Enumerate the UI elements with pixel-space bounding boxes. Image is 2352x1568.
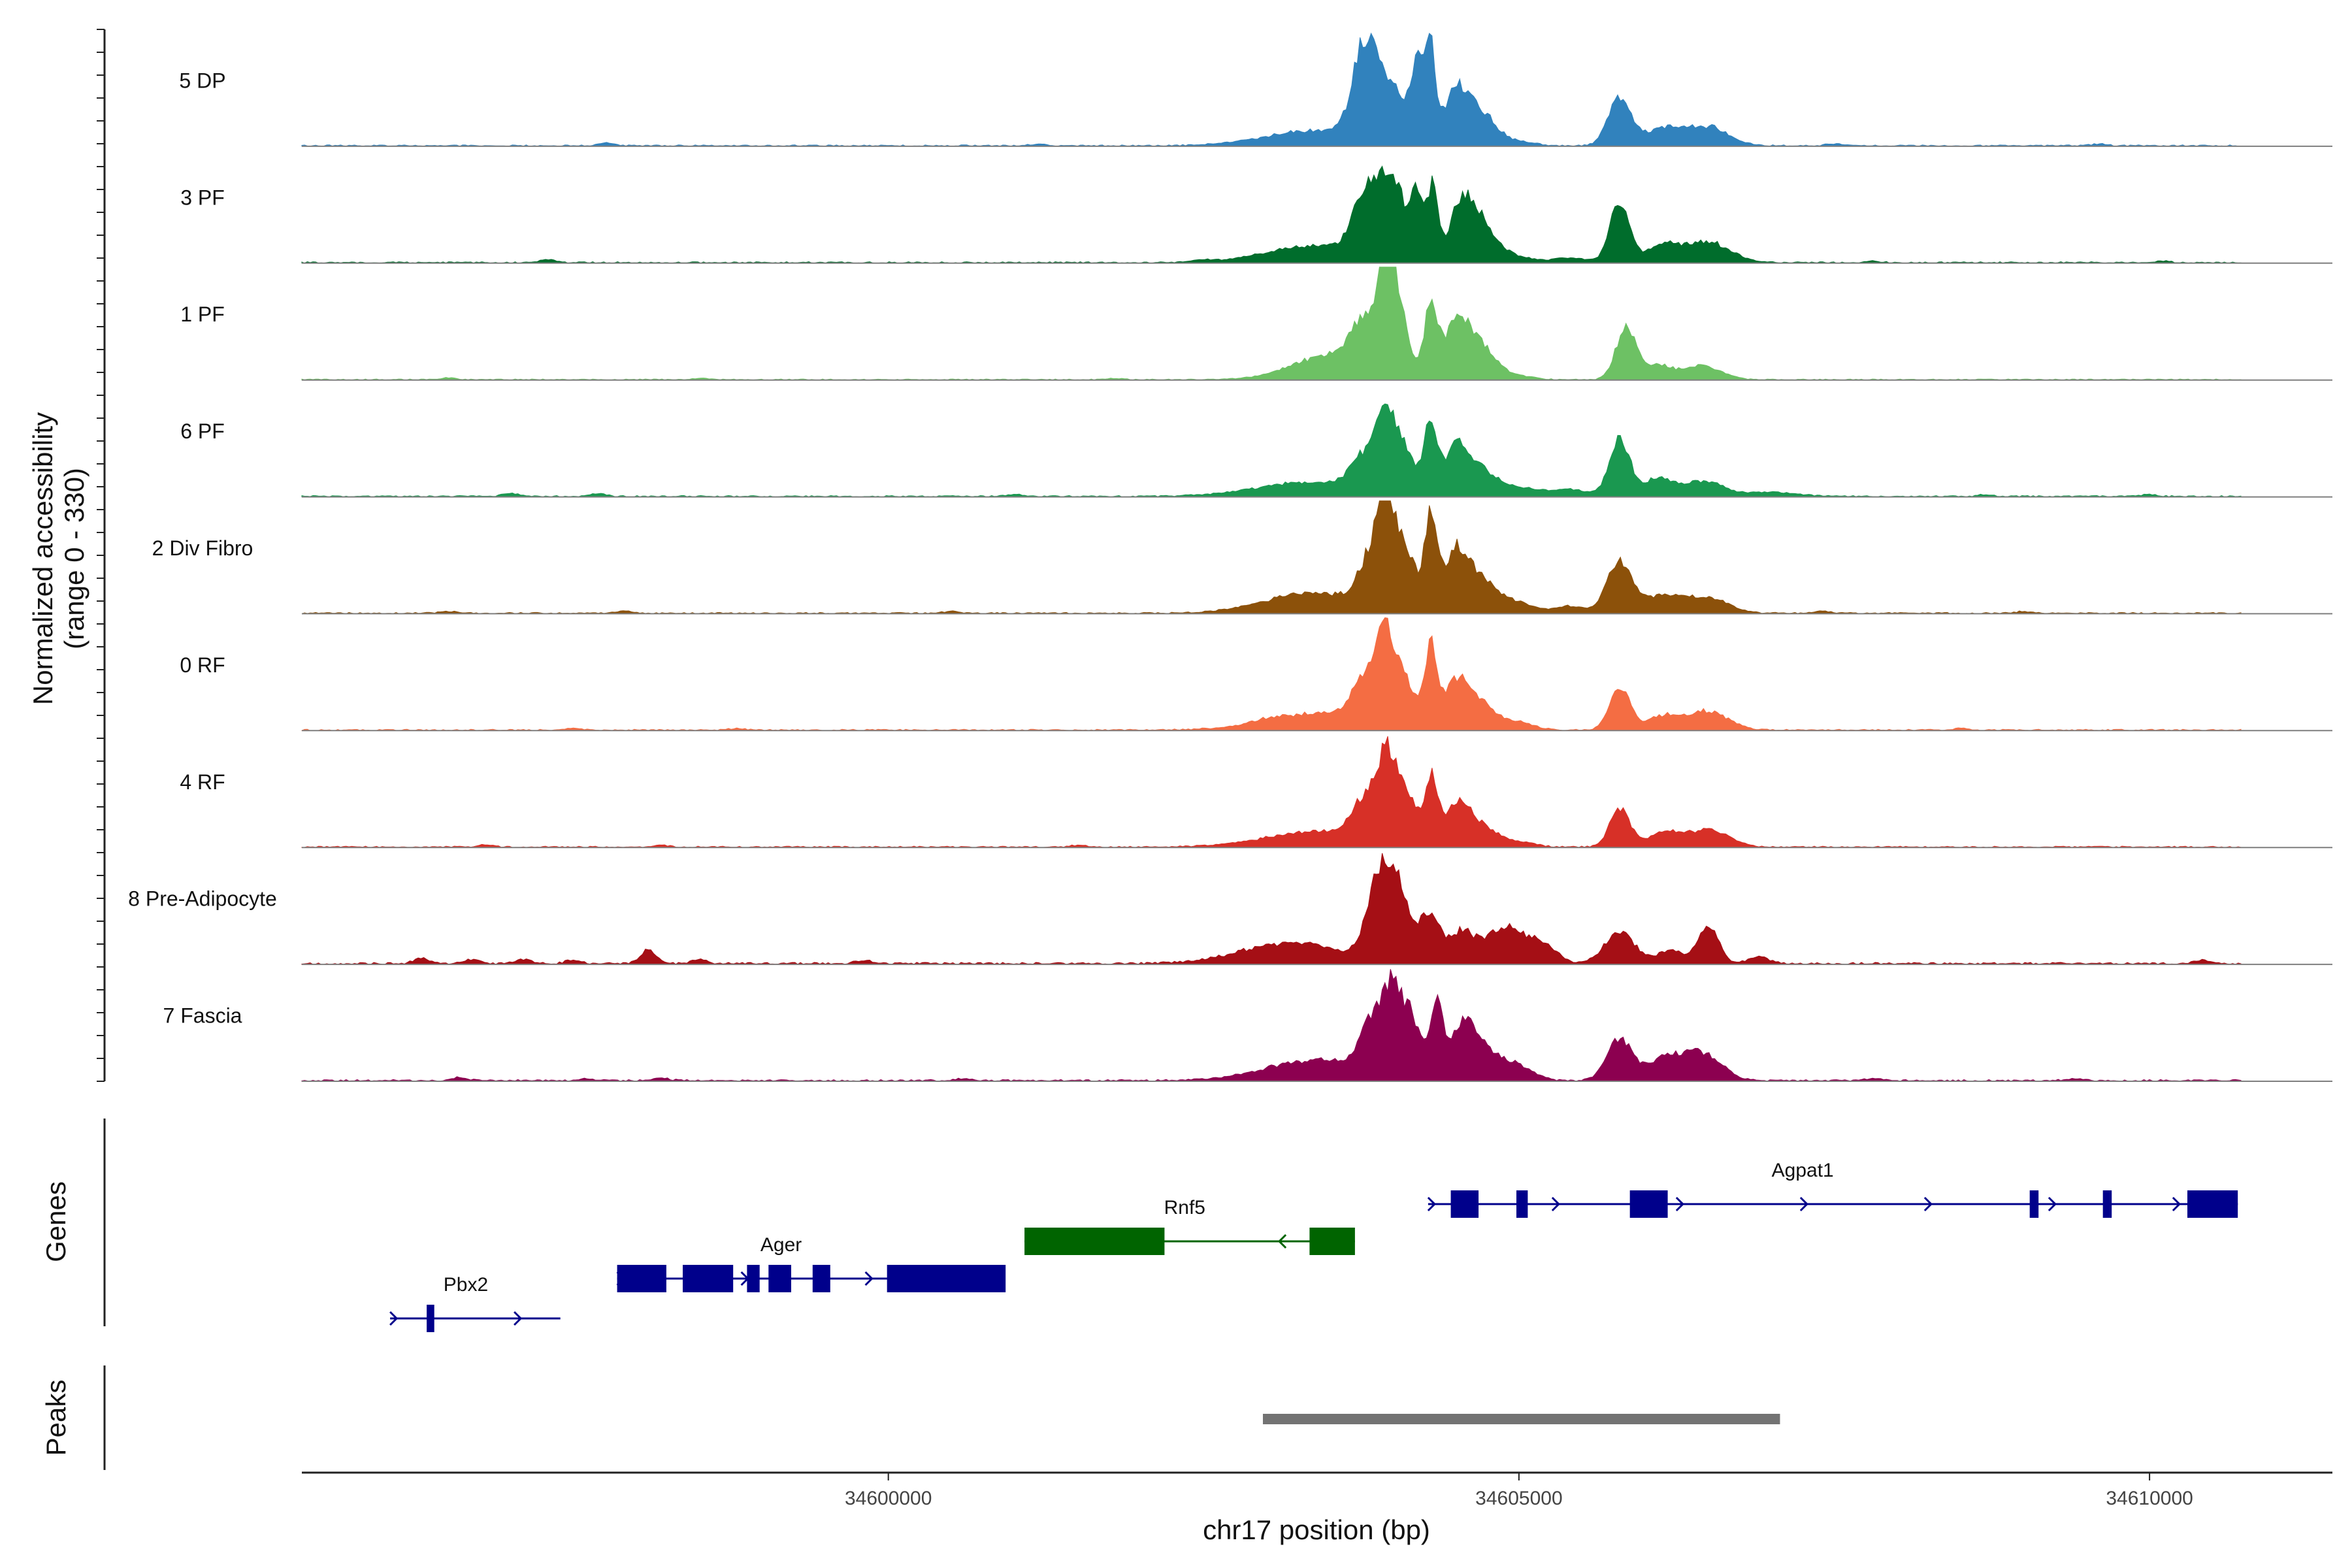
track-label: 1 PF — [180, 302, 225, 326]
strand-arrow — [2172, 1196, 2181, 1212]
gene-ager: Ager — [616, 1234, 1006, 1292]
coverage-track: 0 RF — [180, 617, 2332, 732]
coverage-area — [301, 165, 2242, 264]
coverage-track: 8 Pre-Adipocyte — [128, 853, 2332, 966]
exon-block — [1450, 1190, 1479, 1218]
exon-block — [768, 1265, 791, 1292]
exon-block — [887, 1265, 1006, 1292]
gene-label: Agpat1 — [1772, 1160, 1834, 1181]
x-axis-title: chr17 position (bp) — [1203, 1514, 1430, 1545]
gene-rnf5: Rnf5 — [1024, 1197, 1355, 1255]
y-axis-ticks — [97, 29, 105, 1082]
strand-arrow — [1675, 1196, 1685, 1212]
track-label: 3 PF — [180, 186, 225, 209]
x-tick-label: 34605000 — [1475, 1488, 1562, 1509]
exon-block — [2102, 1190, 2112, 1218]
track-label: 2 Div Fibro — [152, 536, 253, 560]
genes-panel-title: Genes — [41, 1181, 71, 1262]
strand-arrow — [1799, 1196, 1809, 1212]
x-axis-ticks: 34600000 34605000 34610000 — [845, 1473, 2193, 1509]
strand-arrow — [1551, 1196, 1561, 1212]
strand-arrow — [1427, 1196, 1437, 1212]
peak-region-bar — [1263, 1414, 1780, 1424]
coverage-area — [301, 736, 2242, 848]
track-label: 8 Pre-Adipocyte — [128, 887, 277, 911]
peaks-panel-title: Peaks — [41, 1380, 71, 1456]
peak-regions — [1263, 1414, 1780, 1424]
coverage-track: 3 PF — [180, 165, 2332, 264]
gene-annotations: Pbx2 Ager Rnf5 Agpat1 — [389, 1160, 2238, 1332]
gene-pbx2: Pbx2 — [389, 1274, 561, 1332]
track-label: 7 Fascia — [163, 1004, 242, 1028]
coverage-track: 6 PF — [180, 403, 2332, 498]
exon-block — [683, 1265, 734, 1292]
gene-agpat1: Agpat1 — [1427, 1160, 2238, 1218]
track-label: 4 RF — [180, 770, 225, 794]
exon-block — [617, 1265, 666, 1292]
coverage-area — [301, 267, 2242, 381]
x-tick-label: 34610000 — [2106, 1488, 2193, 1509]
x-tick-label: 34600000 — [845, 1488, 932, 1509]
y-axis-title-line2: (range 0 - 330) — [59, 468, 90, 649]
exon-block — [2029, 1190, 2039, 1218]
strand-arrow — [514, 1311, 523, 1326]
exon-block — [427, 1305, 434, 1332]
gene-label: Pbx2 — [444, 1274, 488, 1296]
gene-label: Ager — [760, 1234, 802, 1256]
coverage-track: 4 RF — [180, 736, 2332, 849]
coverage-area — [301, 617, 2242, 731]
coverage-track: 7 Fascia — [163, 969, 2332, 1082]
track-label: 0 RF — [180, 653, 225, 677]
strand-arrow — [864, 1271, 874, 1286]
track-label: 5 DP — [179, 69, 225, 92]
exon-block — [2187, 1190, 2238, 1218]
coverage-area — [301, 403, 2242, 498]
exon-block — [1309, 1228, 1355, 1255]
strand-arrow — [2048, 1196, 2057, 1212]
exon-block — [812, 1265, 830, 1292]
strand-arrow — [1923, 1196, 1933, 1212]
exon-block — [1024, 1228, 1165, 1255]
coverage-area — [301, 32, 2242, 147]
coverage-track: 1 PF — [180, 267, 2332, 381]
coverage-area — [301, 853, 2242, 965]
exon-block — [747, 1265, 760, 1292]
strand-arrow — [1277, 1233, 1287, 1249]
strand-arrow — [389, 1311, 399, 1326]
y-axis-title-line1: Normalized accessibility — [27, 412, 58, 705]
coverage-area — [301, 969, 2242, 1082]
gene-label: Rnf5 — [1164, 1197, 1205, 1218]
exon-block — [1629, 1190, 1668, 1218]
coverage-tracks: 5 DP 3 PF 1 PF 6 PF 2 Div Fibro 0 RF 4 RF 8 Pre… — [128, 32, 2332, 1082]
exon-block — [1516, 1190, 1528, 1218]
track-label: 6 PF — [180, 419, 225, 443]
coverage-track: 5 DP — [179, 32, 2332, 147]
coverage-area — [301, 500, 2242, 614]
coverage-track: 2 Div Fibro — [152, 500, 2332, 615]
